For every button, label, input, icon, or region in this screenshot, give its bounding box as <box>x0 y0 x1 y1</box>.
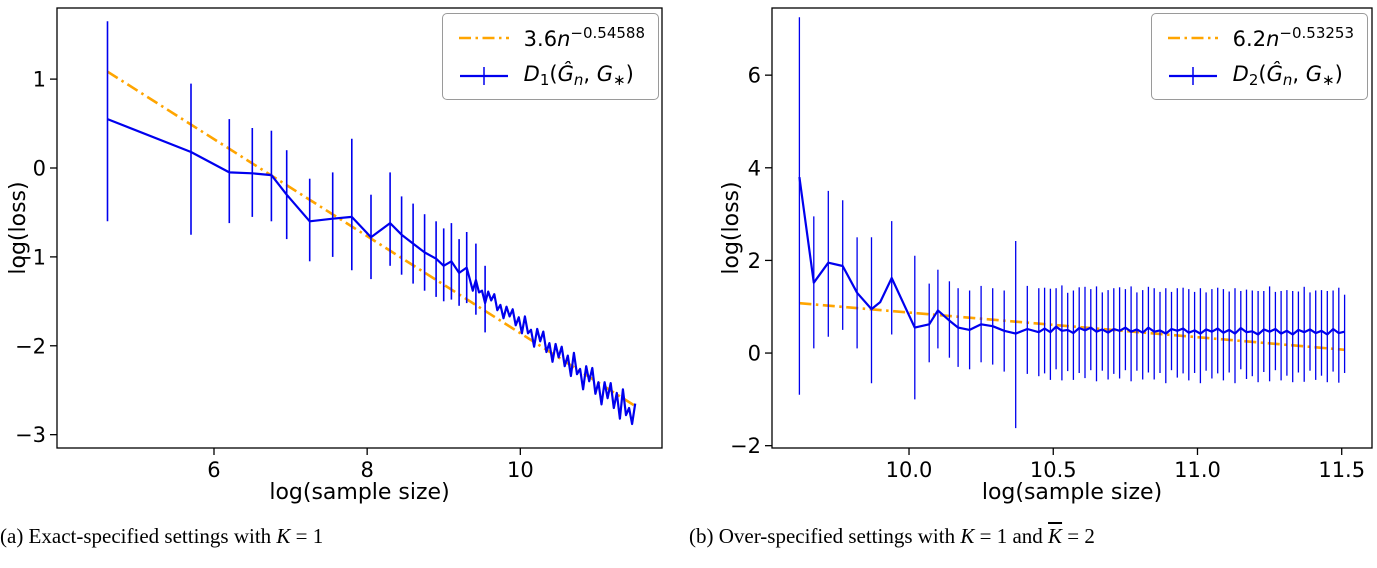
svg-text:−2: −2 <box>15 334 46 358</box>
legend-item-series: D1(Ĝn, G∗) <box>456 59 645 92</box>
legend-item-fit: 6.2n−0.53253 <box>1165 21 1354 54</box>
svg-text:1: 1 <box>33 68 46 92</box>
legend-item-series: D2(Ĝn, G∗) <box>1165 59 1354 92</box>
x-axis-ticks: 6 8 10 <box>207 448 534 482</box>
chart-a-xlabel: log(sample size) <box>269 480 450 505</box>
svg-text:6: 6 <box>748 64 761 88</box>
caption-a: (a) Exact-specified settings with K = 1 <box>0 524 324 548</box>
chart-b-legend: 6.2n−0.53253 D2(Ĝn, G∗) <box>1150 13 1368 100</box>
fit-label: 3.6n−0.54588 <box>523 24 645 51</box>
errorbars <box>106 21 486 333</box>
script-D: D <box>1232 62 1249 86</box>
dashdot-line-sample-icon <box>458 36 509 39</box>
script-D: D <box>523 62 540 86</box>
svg-text:0: 0 <box>33 157 46 181</box>
plot-spines <box>56 7 663 449</box>
subfigure-a: 6 8 10 1 0 −1 −2 −3 log(loss) log(sample size) … <box>0 7 663 548</box>
chart-b-ylabel: log(loss) <box>719 181 744 275</box>
errorbar-line-sample-icon <box>459 66 508 85</box>
svg-text:4: 4 <box>748 156 761 180</box>
svg-text:−2: −2 <box>730 434 761 458</box>
series-label: D1(Ĝn, G∗) <box>523 62 634 89</box>
errorbars <box>798 17 1346 429</box>
series-label: D2(Ĝn, G∗) <box>1232 62 1343 89</box>
caption-b: (b) Over-specified settings with K = 1 a… <box>689 524 1095 548</box>
fit-line <box>799 301 1345 352</box>
svg-text:−1: −1 <box>15 245 46 269</box>
x-axis-ticks: 10.0 10.5 11.0 11.5 <box>886 448 1365 482</box>
y-axis-ticks: 6 4 2 0 −2 <box>730 64 772 458</box>
y-axis-ticks: 1 0 −1 −2 −3 <box>15 68 57 447</box>
chart-a-legend: 3.6n−0.54588 D1(Ĝn, G∗) <box>441 13 659 100</box>
dashdot-line-sample-icon <box>1167 36 1218 39</box>
legend-item-fit: 3.6n−0.54588 <box>456 21 645 54</box>
chart-b-xlabel: log(sample size) <box>981 480 1163 505</box>
svg-text:11.0: 11.0 <box>1174 458 1221 482</box>
svg-text:10: 10 <box>507 458 534 482</box>
errorbar-line-sample-icon <box>1168 66 1217 85</box>
svg-text:−3: −3 <box>15 423 46 447</box>
series-line <box>798 176 1345 336</box>
chart-a-ylabel: log(loss) <box>6 181 31 275</box>
svg-text:2: 2 <box>748 249 761 273</box>
series-line <box>107 118 637 426</box>
fit-label: 6.2n−0.53253 <box>1232 24 1354 51</box>
svg-text:11.5: 11.5 <box>1318 458 1365 482</box>
svg-text:10.0: 10.0 <box>886 458 933 482</box>
chart-b-plot-area: 10.0 10.5 11.0 11.5 6 4 2 0 −2 <box>730 7 1373 482</box>
svg-text:8: 8 <box>360 458 373 482</box>
svg-text:10.5: 10.5 <box>1030 458 1077 482</box>
plot-spines <box>771 7 1373 449</box>
svg-text:6: 6 <box>207 458 220 482</box>
svg-text:0: 0 <box>748 342 761 366</box>
subfigure-b: 10.0 10.5 11.0 11.5 6 4 2 0 −2 log(loss) log(sam… <box>689 0 1377 568</box>
